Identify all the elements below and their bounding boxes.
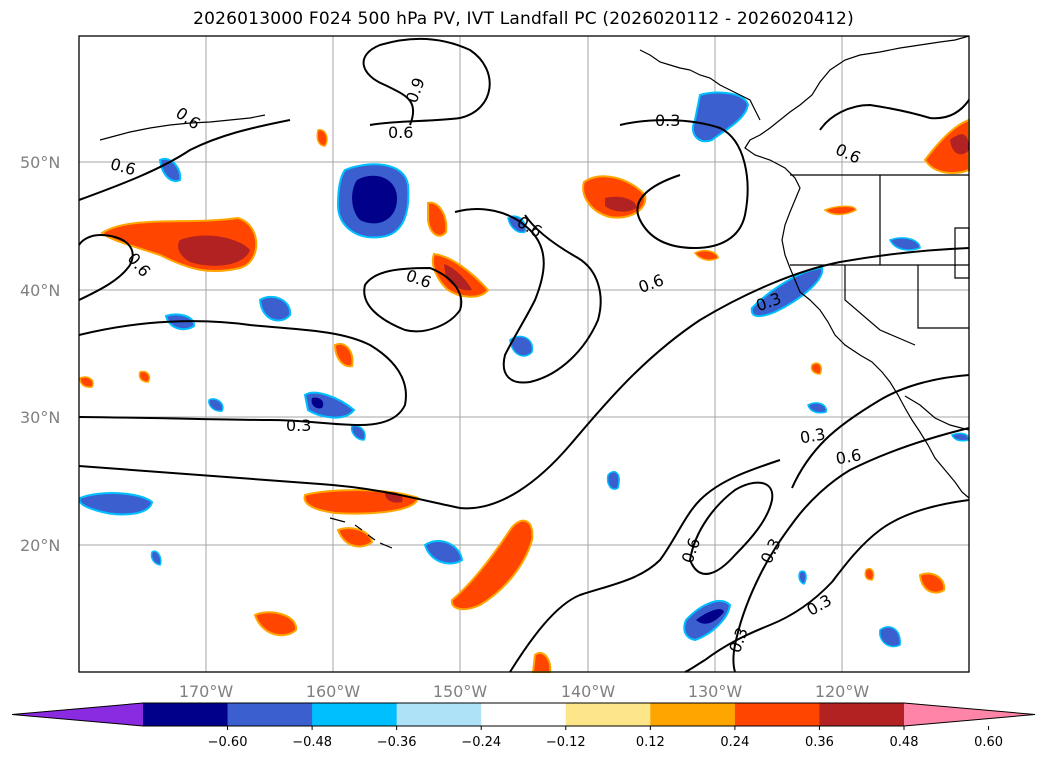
colorbar-segment [481, 703, 567, 726]
lat-label-40n: 40°N [20, 281, 60, 300]
colorbar-segment [396, 703, 482, 726]
colorbar-tick-label: −0.60 [208, 735, 248, 750]
colorbar-segment [565, 703, 651, 726]
colorbar-tick-label: 0.12 [636, 735, 665, 750]
colorbar-extend-low [12, 703, 143, 726]
lon-label-170w: 170°W [179, 682, 234, 701]
lat-label-50n: 50°N [20, 153, 60, 172]
lon-labels: 170°W 160°W 150°W 140°W 130°W 120°W [179, 682, 870, 701]
colorbar-tick-label: 0.36 [805, 735, 834, 750]
contour-label: 0.3 [655, 111, 680, 130]
colorbar-segment [312, 703, 398, 726]
colorbar-tick-label: 0.60 [974, 735, 1003, 750]
shading-blobs [78, 91, 970, 673]
colorbar-tick-label: −0.24 [461, 735, 501, 750]
lon-label-120w: 120°W [815, 682, 870, 701]
lon-label-130w: 130°W [688, 682, 743, 701]
colorbar-tick-label: −0.48 [292, 735, 332, 750]
colorbar-tick-label: −0.36 [377, 735, 417, 750]
contour-label: 0.6 [834, 445, 862, 468]
lat-label-20n: 20°N [20, 536, 60, 555]
lon-label-150w: 150°W [433, 682, 488, 701]
coastlines [99, 35, 970, 549]
lat-labels: 50°N 40°N 30°N 20°N [20, 153, 60, 555]
lon-label-140w: 140°W [561, 682, 616, 701]
colorbar-segment [819, 703, 905, 726]
colorbar-segment [734, 703, 820, 726]
lat-label-30n: 30°N [20, 408, 60, 427]
colorbar-tick-label: 0.24 [720, 735, 749, 750]
lon-label-160w: 160°W [306, 682, 361, 701]
contour-label: 0.3 [798, 424, 826, 447]
pv-contours [78, 37, 970, 673]
colorbar-tick-label: −0.12 [546, 735, 586, 750]
colorbar-segment [650, 703, 736, 726]
colorbar-tick-label: 0.48 [890, 735, 919, 750]
colorbar: −0.60 −0.48 −0.36 −0.24 −0.12 0.12 0.24 0.36 0.4… [11, 702, 1036, 750]
colorbar-segment [227, 703, 313, 726]
map-title: 2026013000 F024 500 hPa PV, IVT Landfall… [193, 9, 854, 29]
colorbar-extend-high [904, 703, 1035, 726]
colorbar-segment [143, 703, 229, 726]
gridlines [79, 36, 969, 672]
contour-label: 0.3 [286, 416, 311, 435]
colorbar-outline [11, 702, 1036, 727]
contour-label: 0.6 [388, 123, 413, 142]
map-frame [78, 35, 970, 673]
